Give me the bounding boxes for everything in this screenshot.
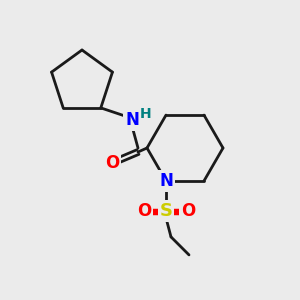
Text: O: O bbox=[137, 202, 151, 220]
Text: O: O bbox=[181, 202, 195, 220]
Text: H: H bbox=[140, 107, 152, 121]
Text: S: S bbox=[160, 202, 172, 220]
Text: O: O bbox=[105, 154, 119, 172]
Text: N: N bbox=[159, 172, 173, 190]
Text: N: N bbox=[125, 111, 139, 129]
